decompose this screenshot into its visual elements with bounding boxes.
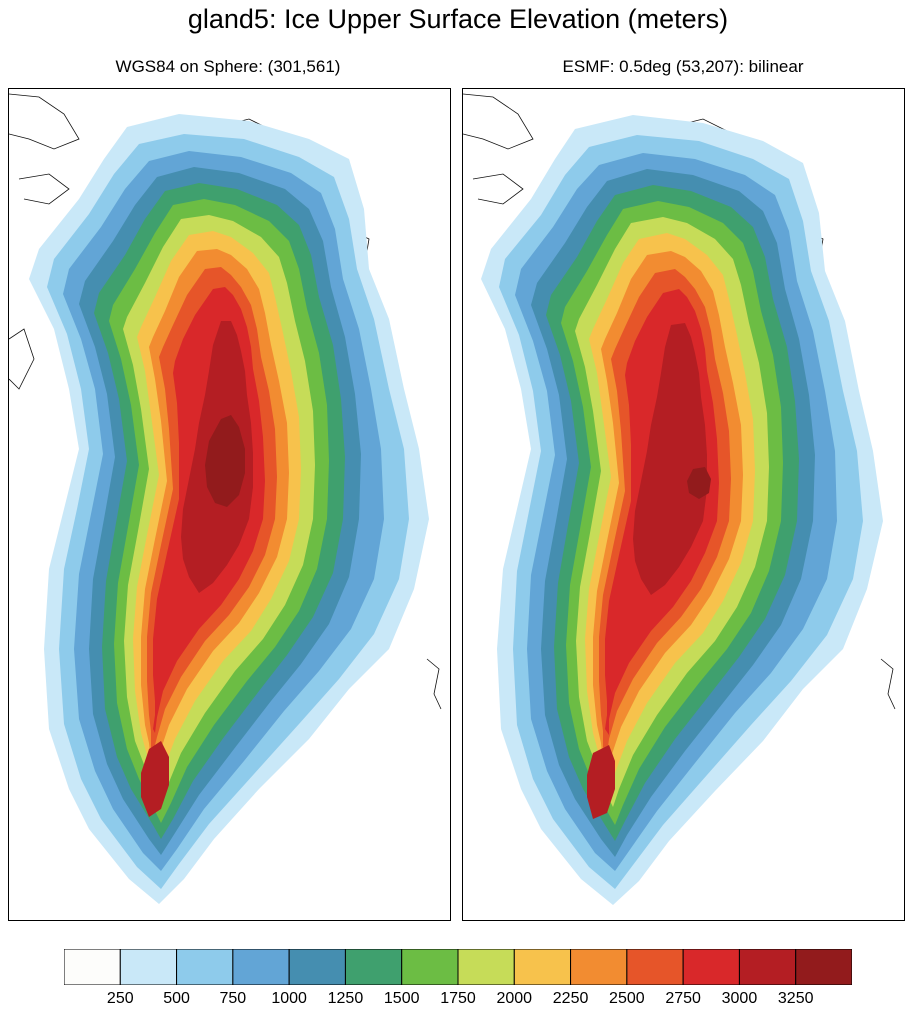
colorbar-swatch — [64, 949, 121, 985]
left-greenland-map — [9, 93, 442, 904]
right-greenland-map — [463, 93, 896, 905]
colorbar-tick-label: 3000 — [721, 990, 758, 1007]
colorbar-swatch — [795, 949, 852, 985]
left-panel-subtitle: WGS84 on Sphere: (301,561) — [115, 57, 341, 76]
elev-3250 — [205, 415, 245, 507]
colorbar — [64, 949, 852, 985]
colorbar-tick-label: 1500 — [383, 990, 420, 1007]
right-map-panel — [462, 88, 905, 921]
colorbar-swatch — [738, 949, 797, 985]
colorbar-tick-label: 750 — [219, 990, 247, 1007]
colorbar-labels: 250 500 750 1000 1250 1500 1750 2000 2250 2500 275… — [64, 990, 852, 1012]
colorbar-tick-label: 2000 — [496, 990, 533, 1007]
colorbar-tick-label: 250 — [106, 990, 134, 1007]
colorbar-swatch — [457, 949, 515, 985]
r-elev-3250 — [687, 467, 711, 499]
colorbar-tick-label: 2750 — [665, 990, 701, 1007]
colorbar-swatch — [401, 949, 459, 985]
r-elev-3000 — [633, 323, 707, 595]
colorbar-swatch — [232, 949, 290, 985]
map-title: gland5: Ice Upper Surface Elevation (met… — [187, 4, 729, 34]
colorbar-swatch — [119, 949, 178, 985]
r-southern-dome — [587, 745, 615, 819]
left-map-panel — [8, 88, 451, 921]
colorbar-swatches — [64, 949, 852, 985]
colorbar-swatch — [513, 949, 572, 985]
colorbar-tick-label: 2500 — [609, 990, 645, 1007]
southern-dome — [141, 741, 169, 817]
colorbar-swatch — [288, 949, 346, 985]
colorbar-swatch — [344, 949, 403, 985]
colorbar-tick-label: 3250 — [777, 990, 814, 1007]
colorbar-tick-label: 1000 — [271, 990, 307, 1007]
colorbar-tick-label: 2250 — [552, 990, 589, 1007]
right-panel-subtitle: ESMF: 0.5deg (53,207): bilinear — [562, 57, 804, 76]
colorbar-swatch — [176, 949, 234, 985]
colorbar-tick-label: 500 — [163, 990, 190, 1007]
colorbar-swatch — [626, 949, 684, 985]
colorbar-swatch — [682, 949, 740, 985]
colorbar-swatch — [570, 949, 628, 985]
colorbar-tick-label: 1250 — [327, 990, 364, 1007]
colorbar-tick-label: 1750 — [440, 990, 476, 1007]
